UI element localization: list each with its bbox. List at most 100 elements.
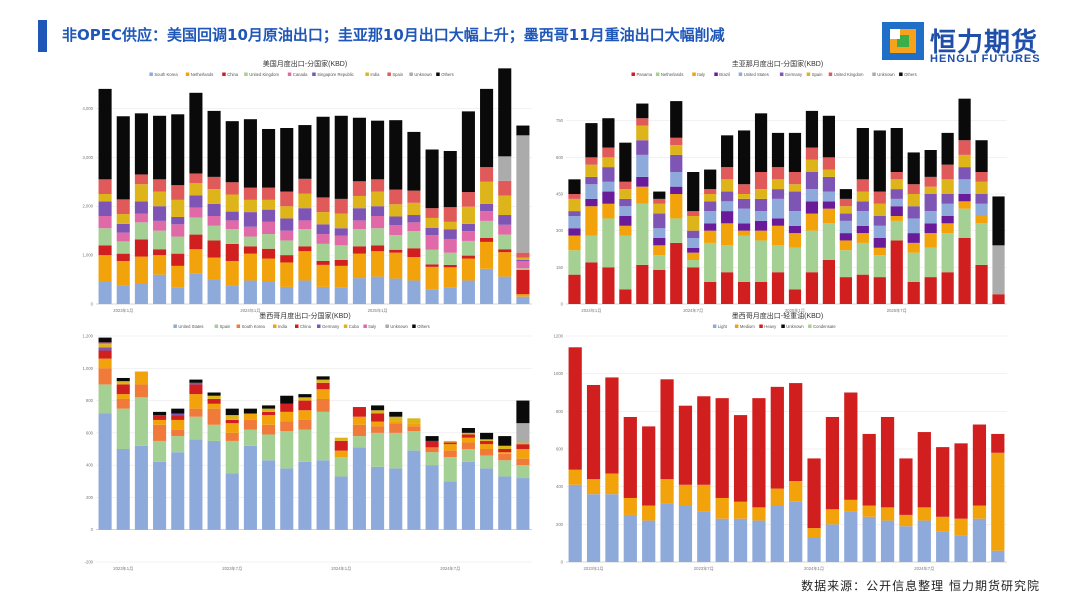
- title-accent-bar: [38, 20, 47, 52]
- bar-segment: [704, 242, 717, 282]
- bar-segment: [839, 206, 852, 214]
- legend-label: Medium: [740, 324, 755, 329]
- bar-segment: [98, 179, 112, 194]
- chart-mexico-grade-exports: 墨西哥月度出口-轻重油(KBD) Light Medium Heavy Unknown C…: [554, 311, 1007, 572]
- y-tick-label: 750: [556, 118, 564, 123]
- bar-segment: [670, 154, 683, 172]
- legend-swatch: [365, 72, 369, 76]
- bar-segment: [704, 230, 717, 243]
- bar-segment: [280, 403, 294, 412]
- bar-segment: [568, 194, 581, 199]
- bar-segment: [298, 220, 312, 230]
- bar-segment: [371, 216, 385, 229]
- bar-segment: [498, 215, 512, 225]
- bar-segment: [207, 440, 221, 530]
- bar-segment: [958, 194, 971, 202]
- legend-item: Heavy: [759, 324, 777, 329]
- bar-segment: [972, 518, 987, 562]
- bar-segment: [697, 511, 711, 562]
- bar-segment: [334, 457, 348, 477]
- bar-segment: [461, 449, 475, 462]
- bar-segment: [371, 228, 385, 246]
- bar-segment: [407, 423, 421, 427]
- bar-segment: [623, 497, 637, 515]
- bar-segment: [653, 191, 666, 199]
- bar-segment: [316, 382, 330, 390]
- legend-item: Singapore Republic: [312, 72, 354, 77]
- legend-label: Canada: [293, 72, 308, 77]
- bar-segment: [890, 216, 903, 221]
- bar-segment: [880, 507, 895, 521]
- bar-segment: [389, 416, 403, 422]
- legend-swatch: [759, 324, 763, 328]
- y-tick-label: 1,000: [83, 366, 94, 371]
- bar-segment: [461, 428, 475, 433]
- bar-segment: [352, 253, 366, 279]
- bar-segment: [371, 245, 385, 252]
- legend-swatch: [363, 324, 367, 328]
- bar-segment: [461, 461, 475, 530]
- bar-segment: [856, 274, 869, 304]
- bar-segment: [954, 535, 968, 562]
- bar-segment: [425, 289, 439, 304]
- bar-segment: [225, 285, 239, 304]
- bar-segment: [737, 282, 751, 304]
- bar-segment: [862, 505, 876, 517]
- bar-segment: [480, 455, 494, 469]
- bar-segment: [153, 411, 167, 416]
- bar-segment: [839, 198, 852, 207]
- bar-segment: [752, 520, 766, 562]
- bar-segment: [825, 524, 840, 562]
- bar-segment: [425, 440, 439, 448]
- bar-segment: [856, 179, 869, 192]
- bar-segment: [992, 245, 1005, 295]
- bar-segment: [171, 436, 185, 453]
- bar-segment: [605, 494, 619, 562]
- legend-label: United States: [744, 72, 769, 77]
- bar-segment: [98, 413, 112, 530]
- bar-segment: [958, 208, 971, 238]
- bar-segment: [243, 199, 257, 213]
- bar-segment: [642, 520, 656, 562]
- bar-segment: [687, 247, 700, 253]
- bar-segment: [371, 426, 385, 433]
- bar-segment: [352, 424, 366, 437]
- bar-segment: [389, 225, 403, 236]
- logo-name-cn: 恒力期货: [930, 28, 1039, 58]
- bar-segment: [461, 432, 475, 435]
- bar-segment: [461, 240, 475, 256]
- bar-segment: [352, 407, 366, 417]
- bar-segment: [407, 426, 421, 432]
- bar-segment: [116, 260, 130, 286]
- bar-segment: [262, 258, 276, 282]
- bar-segment: [207, 216, 221, 226]
- y-tick-label: 150: [556, 265, 564, 270]
- chart-title: 圭亚那月度出口-分国家(KBD): [732, 59, 823, 68]
- bar-segment: [619, 216, 632, 226]
- bar-segment: [407, 418, 421, 424]
- bar-segment: [862, 433, 876, 506]
- legend-swatch: [738, 72, 743, 76]
- bar-segment: [262, 209, 276, 222]
- bar-segment: [116, 381, 130, 385]
- bar-segment: [721, 191, 734, 202]
- bar-segment: [788, 247, 802, 290]
- bar-segment: [207, 424, 221, 441]
- bar-segment: [771, 167, 785, 180]
- legend-label: Germany: [322, 324, 340, 329]
- bar-segment: [890, 172, 903, 180]
- bar-segment: [280, 431, 294, 469]
- bar-segment: [721, 179, 734, 192]
- legend-label: United Kingdom: [249, 72, 279, 77]
- bar-segment: [670, 172, 683, 187]
- bar-segment: [636, 176, 649, 187]
- y-tick-label: 2,000: [83, 204, 94, 209]
- bar-segment: [924, 194, 937, 212]
- legend-item: China: [222, 72, 239, 77]
- bar-segment: [907, 233, 920, 243]
- bar-segment: [352, 278, 366, 304]
- legend-label: Spain: [220, 324, 231, 329]
- bar-segment: [585, 198, 598, 207]
- bar-segment: [98, 342, 112, 345]
- bar-segment: [425, 266, 439, 290]
